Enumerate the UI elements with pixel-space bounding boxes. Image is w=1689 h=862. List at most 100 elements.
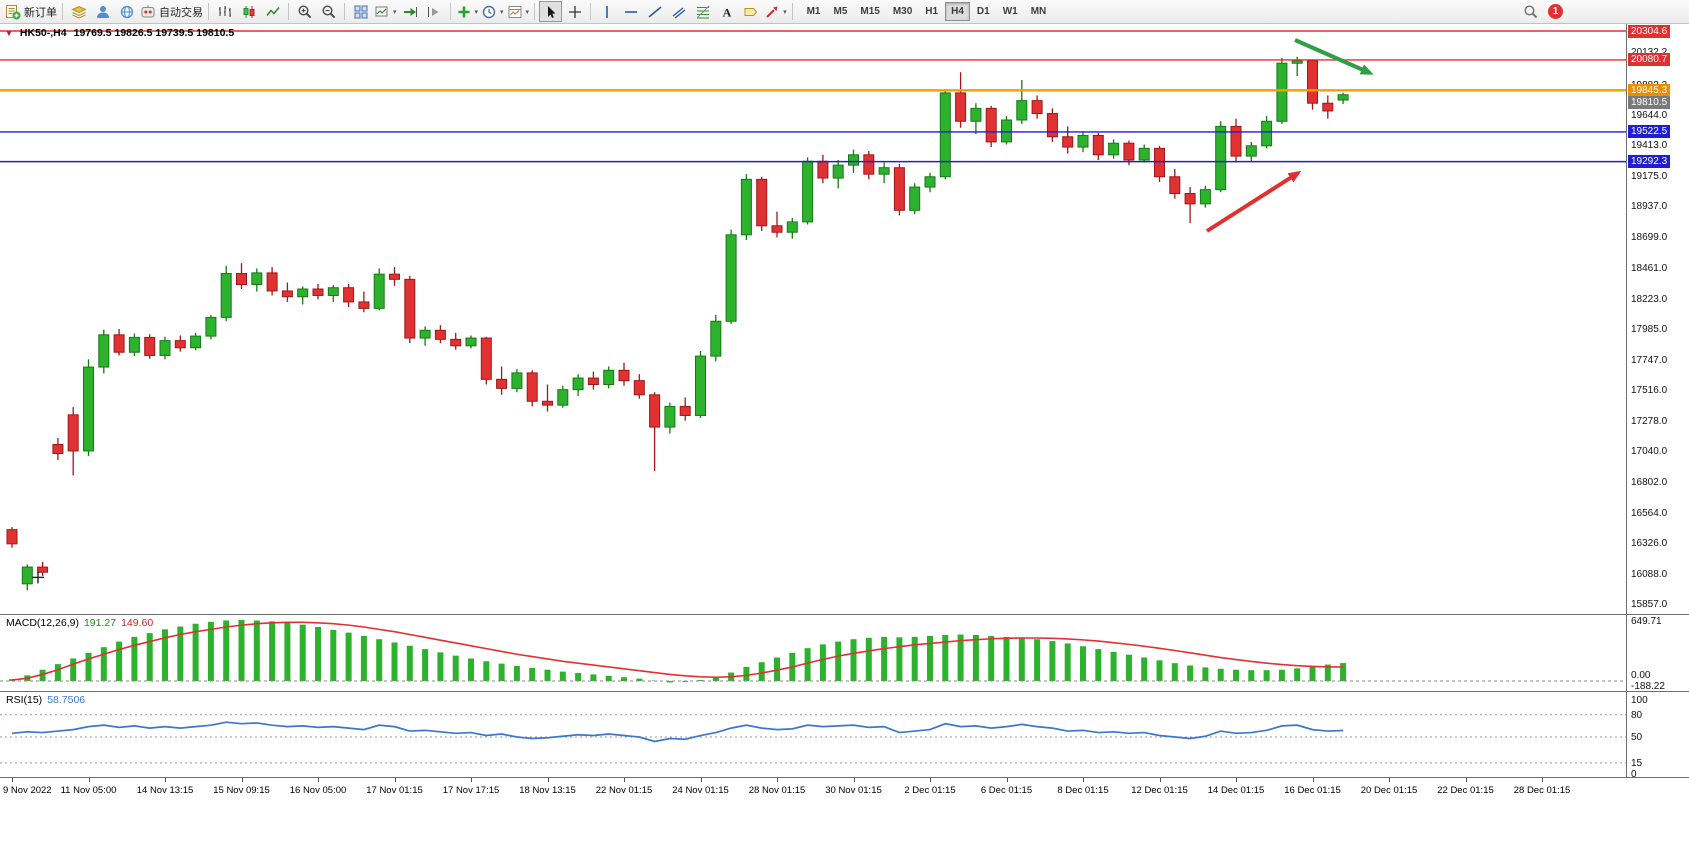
macd-signal-value: 149.60 [121, 617, 154, 629]
time-axis-label: 30 Nov 01:15 [825, 785, 882, 796]
line-chart-button[interactable] [261, 1, 284, 22]
text-label-button[interactable] [739, 1, 762, 22]
notification-badge[interactable]: 1 [1548, 4, 1563, 19]
toolbar-separator [344, 3, 345, 20]
tab-timeframe-h4[interactable]: H4 [945, 2, 970, 21]
red-arrow-object [1205, 170, 1302, 233]
time-tick [88, 778, 90, 782]
cursor-button[interactable] [539, 1, 563, 22]
layers-icon [70, 5, 87, 19]
rsi-canvas[interactable] [0, 692, 1689, 777]
chart-ohlc-values: 19769.5 19826.5 19739.5 19810.5 [73, 27, 235, 39]
time-axis-label: 17 Nov 01:15 [366, 785, 423, 796]
horizontal-line-button[interactable] [619, 1, 642, 22]
time-tick [930, 778, 931, 782]
time-tick [165, 778, 166, 782]
tile-windows-button[interactable] [349, 1, 372, 22]
autotrading-button[interactable]: 自动交易 [139, 1, 204, 22]
time-axis-label: 11 Nov 05:00 [60, 785, 117, 796]
price-axis-label: 17747.0 [1631, 355, 1668, 366]
time-tick [394, 778, 396, 782]
time-axis[interactable]: 9 Nov 2022 11 Nov 05:00 14 Nov 13:15 15 Nov… [0, 777, 1689, 862]
vertical-line-button[interactable] [595, 1, 618, 22]
community-button[interactable] [115, 1, 138, 22]
text-icon: A [722, 5, 731, 19]
zoom-in-icon [297, 4, 311, 18]
chart-title: ▼ HK50-,H4 19769.5 19826.5 19739.5 19810… [5, 27, 234, 39]
crosshair-icon [568, 5, 581, 18]
auto-scroll-button[interactable] [399, 1, 422, 22]
periods-button[interactable]: ▾ [480, 1, 505, 22]
chevron-down-icon: ▾ [500, 8, 504, 16]
indicators-button[interactable]: ▾ [455, 1, 480, 22]
time-tick [1389, 778, 1390, 782]
new-chart-button[interactable]: ▾ [373, 1, 398, 22]
search-icon[interactable] [1523, 4, 1539, 20]
time-tick [547, 778, 549, 782]
time-axis-label: 22 Nov 01:15 [595, 785, 653, 796]
main-chart-canvas[interactable] [0, 24, 1689, 614]
new-order-button[interactable]: 新订单 [4, 1, 58, 22]
bar-chart-button[interactable] [213, 1, 236, 22]
price-axis[interactable]: 20132.219882.219644.019413.019175.018937… [1626, 24, 1689, 614]
zoom-out-button[interactable] [317, 1, 340, 22]
time-tick [1312, 778, 1314, 782]
trendline-button[interactable] [643, 1, 666, 22]
price-axis-label: 16088.0 [1631, 569, 1668, 581]
candlestick-chart-button[interactable] [237, 1, 260, 22]
horizontal-line-icon [624, 10, 637, 13]
price-badge: 20304.6 [1628, 24, 1671, 38]
text-button[interactable]: A [715, 1, 738, 22]
chart-shift-button[interactable] [423, 1, 446, 22]
time-tick [318, 778, 319, 782]
tile-windows-icon [354, 5, 367, 18]
rsi-axis-label: 15 [1631, 757, 1643, 769]
macd-canvas[interactable] [0, 615, 1689, 691]
toolbar-right: 1 [1523, 4, 1563, 20]
label-icon [744, 7, 757, 16]
macd-axis[interactable]: 649.71 0.00 -188.22 [1626, 615, 1689, 692]
time-tick [1465, 778, 1467, 782]
arrows-button[interactable]: ▾ [763, 1, 788, 22]
new-chart-icon [375, 6, 388, 16]
new-order-label: 新订单 [24, 6, 57, 19]
toolbar-separator [791, 3, 793, 20]
tab-timeframe-d1[interactable]: D1 [971, 2, 996, 21]
crosshair-button[interactable] [563, 1, 586, 22]
time-tick [12, 778, 13, 782]
candlestick-icon [243, 5, 254, 18]
charts-layers-button[interactable] [67, 1, 90, 22]
tab-timeframe-m15[interactable]: M15 [854, 2, 885, 21]
tab-timeframe-m5[interactable]: M5 [827, 2, 853, 21]
tab-timeframe-m1[interactable]: M1 [801, 2, 827, 21]
autotrading-icon [141, 4, 155, 17]
price-axis-label: 18937.0 [1631, 201, 1668, 213]
channel-icon [672, 6, 685, 19]
price-axis-label: 19413.0 [1631, 140, 1668, 152]
tab-timeframe-m30[interactable]: M30 [887, 2, 918, 21]
rsi-axis-label: 50 [1631, 732, 1643, 743]
vertical-line-icon [605, 5, 608, 18]
zoom-in-button[interactable] [293, 1, 316, 22]
price-badge: 19292.3 [1628, 155, 1671, 169]
candles-layer [6, 56, 1349, 591]
macd-main-value: 191.27 [83, 617, 117, 629]
time-axis-label: 15 Nov 09:15 [213, 785, 270, 796]
templates-button[interactable]: ▾ [506, 1, 531, 22]
profile-button[interactable] [91, 1, 114, 22]
time-tick [241, 778, 243, 782]
toolbar-separator [62, 3, 63, 20]
tab-timeframe-w1[interactable]: W1 [997, 2, 1024, 21]
toolbar-separator [208, 3, 209, 20]
time-axis-label: 18 Nov 13:15 [519, 785, 576, 796]
tab-timeframe-mn[interactable]: MN [1025, 2, 1053, 21]
fibonacci-button[interactable] [691, 1, 714, 22]
toolbar-separator [534, 3, 536, 20]
rsi-axis[interactable]: 100 80 50 15 0 [1626, 692, 1689, 780]
price-axis-label: 17516.0 [1631, 384, 1668, 396]
channel-button[interactable] [667, 1, 690, 22]
chart-symbol-period: HK50-,H4 [19, 27, 67, 39]
price-badge: 19522.5 [1628, 125, 1671, 139]
tab-timeframe-h1[interactable]: H1 [919, 2, 944, 21]
add-indicator-icon [458, 6, 470, 17]
